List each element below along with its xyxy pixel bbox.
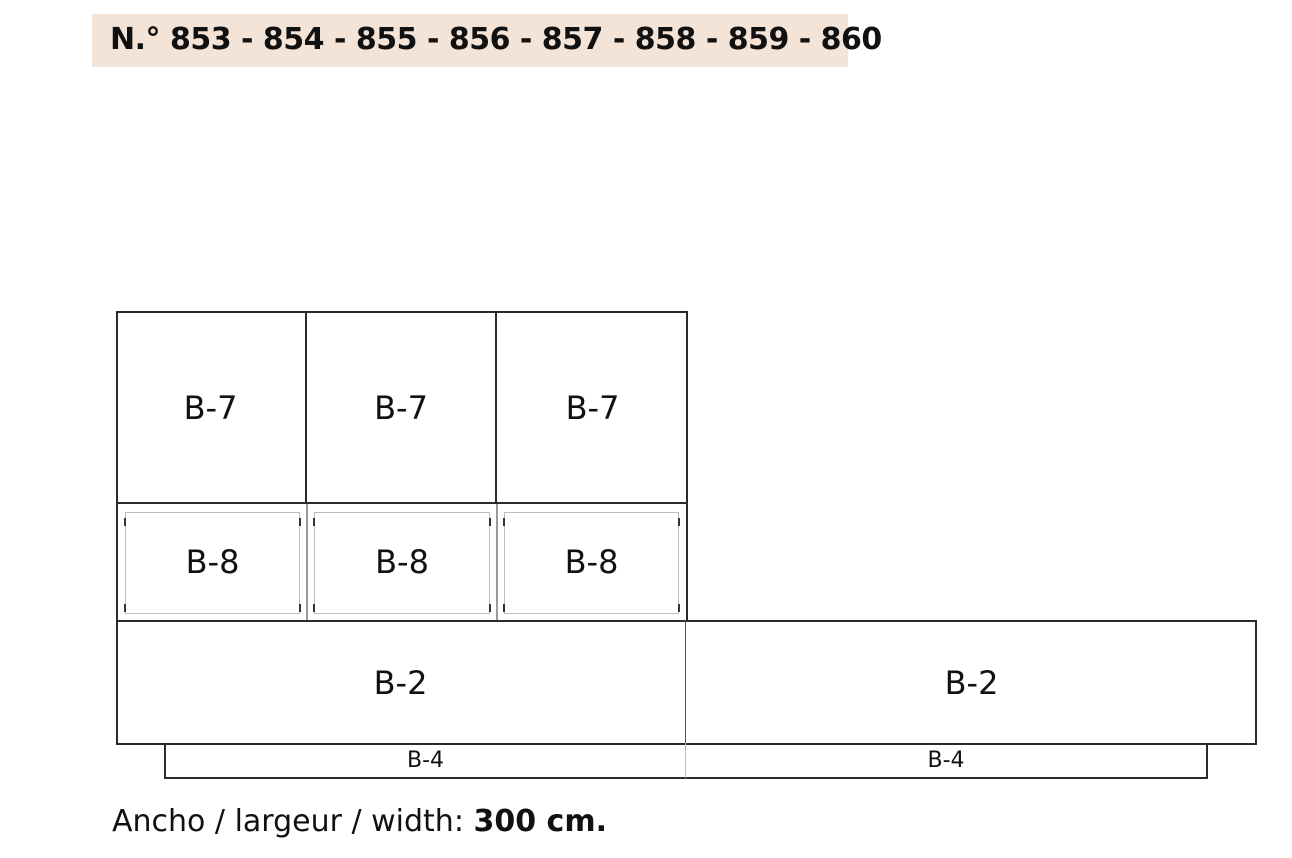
divider: [306, 504, 308, 620]
hinge-mark: [489, 518, 491, 526]
module-label: B-7: [374, 388, 428, 427]
module-b8-1: B-8: [118, 504, 307, 620]
divider: [496, 504, 498, 620]
hinge-mark: [313, 604, 315, 612]
page-title: N.° 853 - 854 - 855 - 856 - 857 - 858 - …: [110, 22, 882, 57]
module-b7-2: B-7: [307, 311, 497, 504]
module-b8-2: B-8: [307, 504, 497, 620]
hinge-mark: [124, 604, 126, 612]
drawer-front: [504, 512, 679, 614]
module-b2-2: B-2: [686, 620, 1257, 745]
module-label: B-4: [406, 747, 445, 773]
width-label: Ancho / largeur / width:: [112, 804, 464, 839]
module-b7-3: B-7: [497, 311, 688, 504]
module-b7-1: B-7: [116, 311, 307, 504]
module-label: B-7: [183, 388, 238, 427]
hinge-mark: [678, 518, 680, 526]
base-row-outline: [116, 620, 1257, 745]
drawer-front: [125, 512, 300, 614]
module-label: B-2: [944, 663, 999, 702]
hinge-mark: [299, 604, 301, 612]
module-b8-3: B-8: [497, 504, 686, 620]
hinge-mark: [503, 518, 505, 526]
width-caption: Ancho / largeur / width: 300 cm.: [112, 804, 607, 839]
hinge-mark: [124, 518, 126, 526]
module-b2-1: B-2: [116, 620, 686, 745]
width-value: 300 cm.: [473, 804, 607, 839]
module-label: B-2: [373, 663, 428, 702]
module-b4-2: B-4: [686, 743, 1208, 779]
module-label: B-8: [564, 543, 619, 581]
hinge-mark: [503, 604, 505, 612]
module-label: B-7: [565, 388, 620, 427]
module-label: B-4: [927, 747, 965, 773]
hinge-mark: [678, 604, 680, 612]
hinge-mark: [489, 604, 491, 612]
module-b4-1: B-4: [164, 743, 686, 779]
hinge-mark: [313, 518, 315, 526]
module-label: B-8: [185, 543, 240, 581]
drawer-front: [314, 512, 490, 614]
module-label: B-8: [375, 543, 429, 581]
title-band: [92, 14, 848, 67]
hinge-mark: [299, 518, 301, 526]
